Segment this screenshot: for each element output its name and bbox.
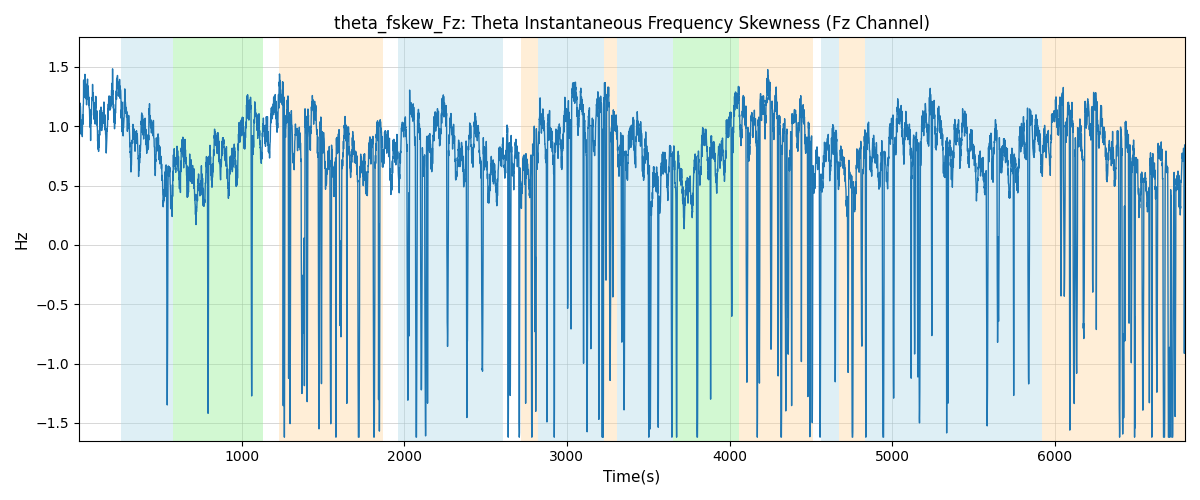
Bar — [397, 38, 504, 440]
Bar — [673, 38, 739, 440]
Bar — [821, 38, 839, 440]
Bar — [278, 38, 383, 440]
Bar — [1042, 38, 1186, 440]
Bar — [864, 38, 1042, 440]
Bar — [605, 38, 617, 440]
Bar — [173, 38, 263, 440]
Bar — [739, 38, 812, 440]
Bar — [617, 38, 673, 440]
Bar — [538, 38, 605, 440]
X-axis label: Time(s): Time(s) — [604, 470, 660, 485]
Bar — [839, 38, 864, 440]
Title: theta_fskew_Fz: Theta Instantaneous Frequency Skewness (Fz Channel): theta_fskew_Fz: Theta Instantaneous Freq… — [334, 15, 930, 34]
Y-axis label: Hz: Hz — [14, 230, 30, 249]
Bar — [121, 38, 173, 440]
Bar — [521, 38, 538, 440]
